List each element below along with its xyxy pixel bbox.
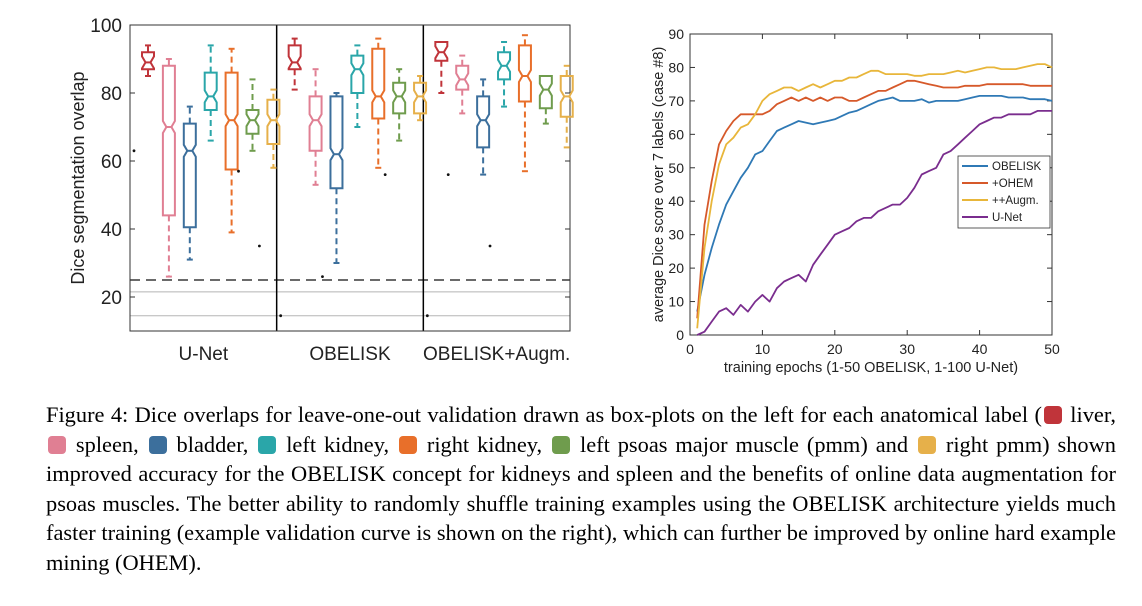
y-tick-label: 40 [101,220,122,241]
box-2 [476,95,491,149]
y-tick-label: 100 [90,16,122,37]
box-plot-frame [129,24,571,332]
caption-label-item: liver, [1063,402,1116,427]
outlier-point [132,149,136,153]
y-tick-label: 20 [668,260,684,276]
box-0 [434,41,449,62]
box-1 [161,64,176,217]
box-0 [141,51,155,71]
y-tick-label: 10 [668,294,684,310]
box-plot-chart: 20 40 60 80 100 Dice segmentation overlap U-Ne… [68,16,574,365]
figure-caption: Figure 4: Dice overlaps for leave-one-ou… [46,400,1116,577]
outlier-point [446,173,450,177]
x-tick-label: 0 [686,341,694,357]
box-1 [308,95,323,152]
box-3 [497,51,512,81]
y-axis-label: average Dice score over 7 labels (case #… [651,47,667,323]
group-label: U-Net [179,344,229,365]
legend-label: U-Net [992,212,1023,224]
legend-label: ++Augm. [992,195,1039,207]
x-tick-label: 10 [755,341,771,357]
x-tick-label: 50 [1044,341,1060,357]
box-3 [350,54,365,94]
box-2 [329,95,344,190]
series-line-OBELISK [696,95,1053,312]
y-tick-label: 50 [668,160,684,176]
caption-label-item: left kidney, [278,431,397,457]
outlier-point [279,314,283,318]
legend-swatch-icon [48,435,66,454]
x-tick-label: 20 [827,341,843,357]
group-label: OBELISK+Augm. [423,344,570,365]
box-1 [455,64,470,91]
box-5 [392,81,407,115]
legend-swatch-icon [258,435,277,454]
box-6 [413,81,428,115]
caption-label-item: right kidney, [418,431,551,457]
outlier-point [237,169,240,173]
caption-joiner: and [875,431,916,457]
series-line-+OHEM [696,79,1052,319]
box-4 [224,71,239,171]
legend-swatch-icon [398,435,417,454]
box-6 [559,75,574,118]
y-tick-label: 60 [668,126,684,142]
box-2 [182,122,197,229]
box-5 [538,75,553,110]
y-tick-label: 30 [668,227,684,243]
outlier-point [383,173,387,177]
outlier-point [425,314,429,318]
y-tick-label: 40 [668,193,684,209]
legend-swatch-icon [1043,406,1062,424]
line-chart-frame [689,33,1053,336]
legend-swatch-icon [148,435,167,454]
y-tick-label: 20 [101,288,122,309]
series-line-++Augm. [696,63,1053,329]
legend-label: OBELISK [992,161,1042,173]
series-line-U-Net [696,110,1052,336]
outlier-point [321,275,324,278]
caption-prefix: Figure 4: Dice overlaps for leave-one-ou… [46,402,1042,427]
box-0 [287,44,302,71]
y-tick-label: 60 [101,152,122,173]
box-3 [203,71,218,111]
legend-swatch-icon [552,435,571,454]
y-tick-label: 90 [668,26,684,42]
box-6 [266,98,281,145]
caption-label-item: bladder, [168,431,257,457]
y-tick-label: 80 [668,59,684,75]
caption-label-item: spleen, [68,431,147,457]
y-tick-label: 80 [101,84,122,105]
legend-swatch-icon [917,435,936,454]
outlier-point [258,244,261,248]
x-axis-label: training epochs (1-50 OBELISK, 1-100 U-N… [724,360,1018,376]
outlier-point [488,244,492,248]
x-tick-label: 30 [899,341,915,357]
y-tick-label: 70 [668,93,684,109]
group-label: OBELISK [309,344,391,365]
caption-label-item: right pmm) [937,431,1058,457]
legend-label: +OHEM [992,178,1033,190]
box-4 [371,47,386,120]
caption-label-item: left psoas major muscle (pmm) [572,431,876,457]
x-tick-label: 40 [972,341,988,357]
y-axis-label: Dice segmentation overlap [68,71,88,284]
caption-suffix: shown improved accuracy for the OBELISK … [46,431,1116,575]
box-4 [517,44,532,103]
y-tick-label: 0 [676,327,684,343]
box-5 [245,109,260,135]
line-chart: 0 10 20 30 40 50 0 10 20 30 40 50 60 70 80 90 training e… [651,26,1060,376]
